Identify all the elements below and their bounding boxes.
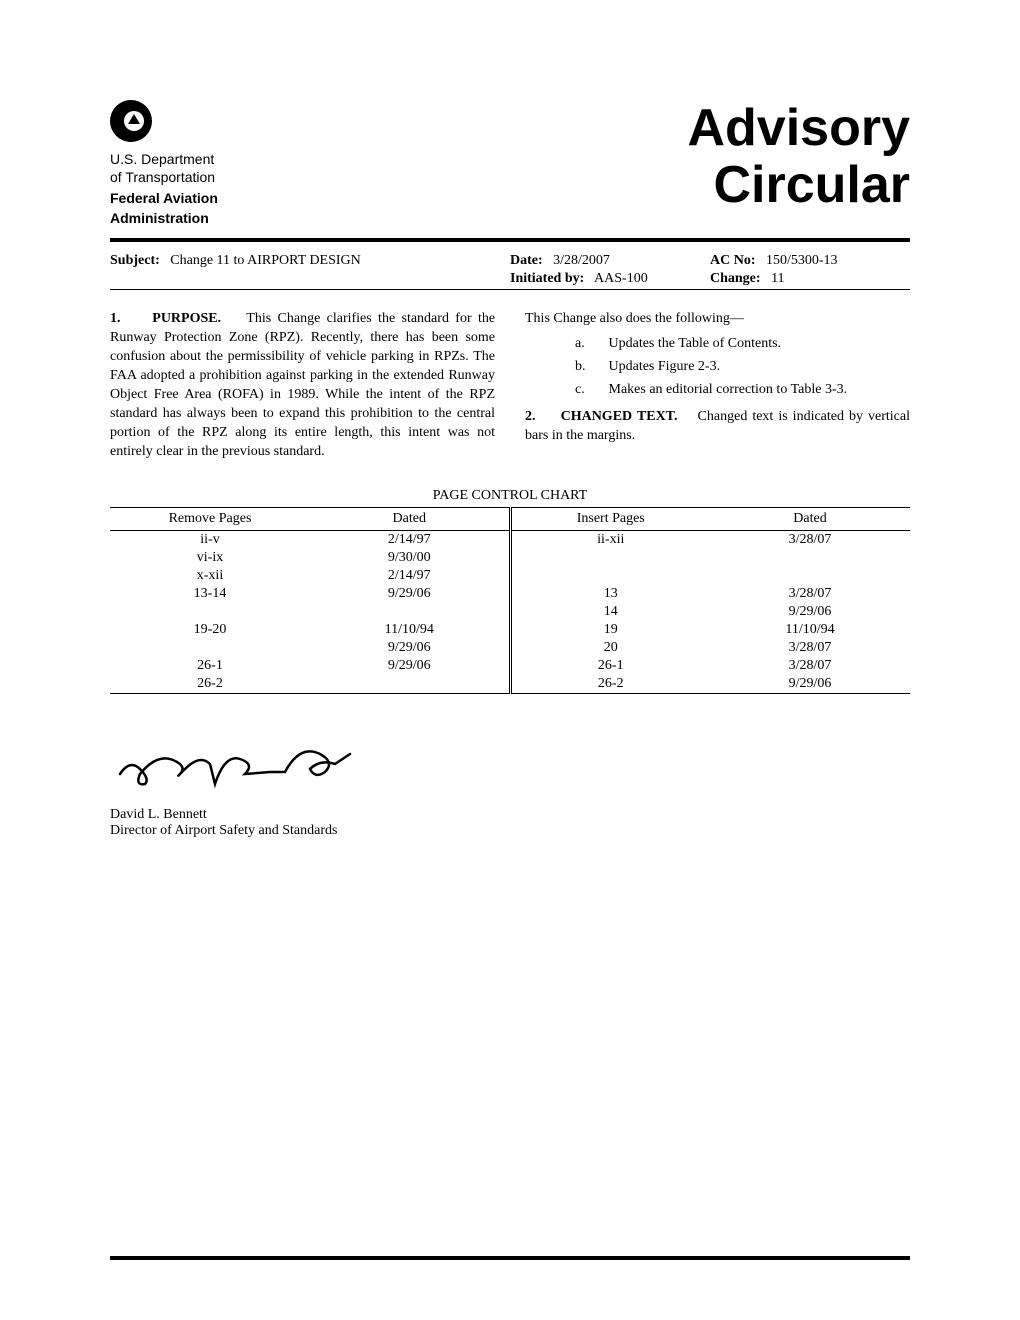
table-cell: 9/30/00 bbox=[310, 549, 510, 567]
list-letter: c. bbox=[575, 381, 605, 400]
right-column: This Change also does the following— a. … bbox=[525, 310, 910, 467]
table-cell: 11/10/94 bbox=[710, 621, 910, 639]
signer-title: Director of Airport Safety and Standards bbox=[110, 823, 910, 839]
list-text: Updates Figure 2-3. bbox=[609, 359, 721, 374]
table-cell: 26-1 bbox=[110, 657, 310, 675]
table-cell: 26-1 bbox=[510, 657, 710, 675]
ac-no-value: 150/5300-13 bbox=[766, 253, 838, 268]
table-cell: 20 bbox=[510, 639, 710, 657]
list-letter: a. bbox=[575, 335, 605, 354]
list-item: c. Makes an editorial correction to Tabl… bbox=[575, 381, 910, 400]
list-text: Updates the Table of Contents. bbox=[609, 336, 782, 351]
table-cell bbox=[310, 675, 510, 694]
table-cell: 2/14/97 bbox=[310, 530, 510, 549]
also-intro: This Change also does the following— bbox=[525, 310, 910, 329]
table-cell: 9/29/06 bbox=[310, 657, 510, 675]
table-cell bbox=[510, 549, 710, 567]
table-cell bbox=[110, 603, 310, 621]
table-row: 9/29/06203/28/07 bbox=[110, 639, 910, 657]
table-cell: 26-2 bbox=[510, 675, 710, 694]
agency-logo-block: U.S. Department of Transportation Federa… bbox=[110, 100, 360, 226]
list-item: b. Updates Figure 2-3. bbox=[575, 358, 910, 377]
table-cell: 14 bbox=[510, 603, 710, 621]
table-row: x-xii2/14/97 bbox=[110, 567, 910, 585]
th-dated1: Dated bbox=[310, 507, 510, 530]
dept-line1: U.S. Department bbox=[110, 150, 360, 168]
faa-line1: Federal Aviation bbox=[110, 190, 360, 206]
table-row: 19-2011/10/941911/10/94 bbox=[110, 621, 910, 639]
initiated-label: Initiated by: bbox=[510, 271, 584, 286]
table-cell: 9/29/06 bbox=[710, 603, 910, 621]
subject-value: Change 11 to AIRPORT DESIGN bbox=[170, 253, 361, 268]
table-cell: x-xii bbox=[110, 567, 310, 585]
document-title: Advisory Circular bbox=[687, 100, 910, 214]
table-cell: 3/28/07 bbox=[710, 530, 910, 549]
list-item: a. Updates the Table of Contents. bbox=[575, 335, 910, 354]
list-letter: b. bbox=[575, 358, 605, 377]
table-row: 149/29/06 bbox=[110, 603, 910, 621]
purpose-para: 1. PURPOSE. This Change clarifies the st… bbox=[110, 310, 495, 461]
changed-text-num: 2. bbox=[525, 409, 536, 424]
table-row: 13-149/29/06133/28/07 bbox=[110, 585, 910, 603]
dept-line2: of Transportation bbox=[110, 168, 360, 186]
changed-text-heading: CHANGED TEXT. bbox=[561, 409, 678, 424]
table-cell: 3/28/07 bbox=[710, 585, 910, 603]
th-insert: Insert Pages bbox=[510, 507, 710, 530]
table-cell bbox=[110, 639, 310, 657]
table-row: ii-v2/14/97ii-xii3/28/07 bbox=[110, 530, 910, 549]
table-cell: 9/29/06 bbox=[310, 639, 510, 657]
table-cell: 19 bbox=[510, 621, 710, 639]
th-remove: Remove Pages bbox=[110, 507, 310, 530]
purpose-text: This Change clarifies the standard for t… bbox=[110, 311, 495, 458]
table-cell bbox=[710, 549, 910, 567]
signature-image bbox=[110, 734, 370, 794]
signature-block: David L. Bennett Director of Airport Saf… bbox=[110, 734, 910, 839]
table-cell: 26-2 bbox=[110, 675, 310, 694]
table-row: vi-ix9/30/00 bbox=[110, 549, 910, 567]
faa-line2: Administration bbox=[110, 210, 360, 226]
page-control-table: Remove Pages Dated Insert Pages Dated ii… bbox=[110, 507, 910, 694]
title-line2: Circular bbox=[687, 157, 910, 214]
subject-label: Subject: bbox=[110, 253, 160, 268]
title-line1: Advisory bbox=[687, 100, 910, 157]
change-value: 11 bbox=[771, 271, 784, 286]
table-cell: ii-xii bbox=[510, 530, 710, 549]
table-cell: 19-20 bbox=[110, 621, 310, 639]
changed-text-para: 2. CHANGED TEXT. Changed text is indicat… bbox=[525, 408, 910, 446]
table-cell: vi-ix bbox=[110, 549, 310, 567]
ac-no-label: AC No: bbox=[710, 253, 756, 268]
table-row: 26-226-29/29/06 bbox=[110, 675, 910, 694]
bottom-rule bbox=[110, 1256, 910, 1260]
change-label: Change: bbox=[710, 271, 761, 286]
purpose-heading: PURPOSE. bbox=[152, 311, 221, 326]
dot-logo-icon bbox=[110, 100, 152, 142]
signer-name: David L. Bennett bbox=[110, 807, 910, 823]
purpose-num: 1. bbox=[110, 311, 121, 326]
table-cell: 9/29/06 bbox=[310, 585, 510, 603]
table-cell: 3/28/07 bbox=[710, 657, 910, 675]
table-cell: ii-v bbox=[110, 530, 310, 549]
list-text: Makes an editorial correction to Table 3… bbox=[609, 382, 848, 397]
table-cell: 2/14/97 bbox=[310, 567, 510, 585]
table-cell: 3/28/07 bbox=[710, 639, 910, 657]
date-value: 3/28/2007 bbox=[553, 253, 610, 268]
table-cell: 13 bbox=[510, 585, 710, 603]
table-cell bbox=[510, 567, 710, 585]
page-control-chart: PAGE CONTROL CHART Remove Pages Dated In… bbox=[110, 488, 910, 694]
table-cell bbox=[310, 603, 510, 621]
table-row: 26-19/29/0626-13/28/07 bbox=[110, 657, 910, 675]
table-cell: 13-14 bbox=[110, 585, 310, 603]
left-column: 1. PURPOSE. This Change clarifies the st… bbox=[110, 310, 495, 467]
table-title: PAGE CONTROL CHART bbox=[110, 488, 910, 504]
th-dated2: Dated bbox=[710, 507, 910, 530]
meta-rule bbox=[110, 289, 910, 290]
initiated-value: AAS-100 bbox=[594, 271, 648, 286]
table-cell bbox=[710, 567, 910, 585]
date-label: Date: bbox=[510, 253, 543, 268]
table-cell: 11/10/94 bbox=[310, 621, 510, 639]
header-rule-thick bbox=[110, 238, 910, 242]
table-cell: 9/29/06 bbox=[710, 675, 910, 694]
